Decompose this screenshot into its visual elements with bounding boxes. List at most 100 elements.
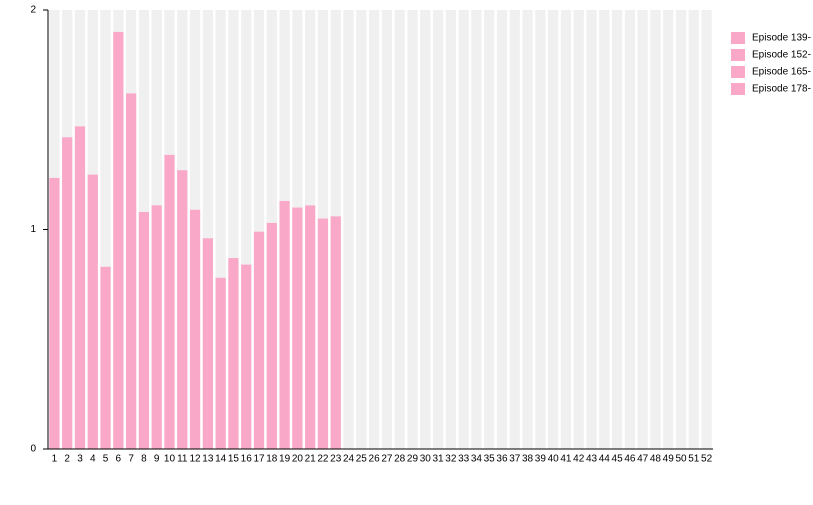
column-background <box>407 10 418 449</box>
x-tick-label: 42 <box>573 454 585 465</box>
x-tick-label: 27 <box>381 454 393 465</box>
column-background <box>522 10 533 449</box>
x-tick-label: 51 <box>688 454 700 465</box>
x-tick-label: 52 <box>701 454 713 465</box>
column-background <box>100 10 111 449</box>
column-background <box>599 10 610 449</box>
column-background <box>356 10 367 449</box>
y-tick-label: 2 <box>30 5 36 16</box>
bar <box>228 258 239 449</box>
x-tick-label: 26 <box>369 454 381 465</box>
x-tick-label: 7 <box>128 454 134 465</box>
legend-swatch <box>731 83 745 95</box>
bar <box>202 238 213 449</box>
x-tick-label: 45 <box>612 454 624 465</box>
x-tick-label: 21 <box>305 454 317 465</box>
x-tick-label: 2 <box>64 454 70 465</box>
x-tick-label: 32 <box>445 454 457 465</box>
bar <box>215 277 226 449</box>
legend-swatch <box>731 66 745 78</box>
column-background <box>471 10 482 449</box>
column-background <box>228 10 239 449</box>
column-background <box>432 10 444 449</box>
bar <box>62 137 73 449</box>
x-tick-label: 8 <box>141 454 147 465</box>
column-background <box>663 10 674 449</box>
column-background <box>688 10 699 449</box>
x-tick-label: 49 <box>663 454 675 465</box>
column-background <box>624 10 635 449</box>
x-tick-label: 5 <box>103 454 109 465</box>
column-background <box>458 10 469 449</box>
column-background <box>573 10 584 449</box>
bar <box>253 231 265 449</box>
legend-label: Episode 152- <box>752 50 811 61</box>
x-tick-label: 3 <box>77 454 83 465</box>
x-tick-label: 14 <box>215 454 227 465</box>
x-tick-label: 11 <box>177 454 188 465</box>
x-tick-label: 13 <box>202 454 214 465</box>
x-tick-label: 47 <box>637 454 649 465</box>
column-background <box>509 10 520 449</box>
x-tick-label: 39 <box>535 454 547 465</box>
bar <box>138 211 150 449</box>
bar <box>317 218 329 449</box>
bar <box>305 205 316 449</box>
x-tick-label: 20 <box>292 454 304 465</box>
x-tick-label: 16 <box>241 454 253 465</box>
legend-label: Episode 178- <box>752 84 811 95</box>
bar <box>100 266 111 449</box>
column-background <box>701 10 712 449</box>
x-tick-label: 28 <box>394 454 406 465</box>
y-tick-label: 1 <box>30 224 36 235</box>
x-tick-label: 31 <box>432 454 444 465</box>
x-tick-label: 30 <box>420 454 432 465</box>
column-background <box>637 10 648 449</box>
x-tick-label: 41 <box>560 454 572 465</box>
x-tick-label: 33 <box>458 454 470 465</box>
column-background <box>241 10 252 449</box>
bar <box>113 31 124 449</box>
x-tick-label: 38 <box>522 454 534 465</box>
x-tick-label: 34 <box>471 454 483 465</box>
x-tick-label: 50 <box>675 454 687 465</box>
x-tick-label: 6 <box>116 454 122 465</box>
legend-label: Episode 165- <box>752 67 811 78</box>
column-background <box>560 10 572 449</box>
x-tick-label: 10 <box>164 454 176 465</box>
x-tick-label: 25 <box>356 454 368 465</box>
bar <box>330 216 341 449</box>
bar <box>164 154 175 449</box>
x-tick-label: 40 <box>548 454 560 465</box>
column-background <box>420 10 431 449</box>
x-tick-label: 35 <box>484 454 496 465</box>
column-background <box>484 10 495 449</box>
x-tick-label: 4 <box>90 454 96 465</box>
bar <box>292 207 303 449</box>
bar <box>126 93 137 449</box>
column-background <box>535 10 546 449</box>
column-background <box>343 10 354 449</box>
column-background <box>215 10 226 449</box>
x-tick-label: 9 <box>154 454 160 465</box>
legend-swatch <box>731 49 745 61</box>
column-background <box>445 10 456 449</box>
bar <box>241 264 252 449</box>
legend-swatch <box>731 32 745 44</box>
x-tick-label: 44 <box>599 454 611 465</box>
column-background <box>675 10 687 449</box>
x-tick-label: 15 <box>228 454 240 465</box>
x-tick-label: 12 <box>190 454 202 465</box>
bar <box>189 209 201 449</box>
legend-label: Episode 139- <box>752 33 811 44</box>
x-tick-label: 46 <box>624 454 636 465</box>
bar <box>177 170 188 450</box>
x-tick-label: 48 <box>650 454 662 465</box>
column-background <box>586 10 597 449</box>
column-background <box>394 10 405 449</box>
y-tick-label: 0 <box>30 444 36 455</box>
bar <box>266 222 277 449</box>
column-background <box>368 10 380 449</box>
column-background <box>381 10 393 449</box>
